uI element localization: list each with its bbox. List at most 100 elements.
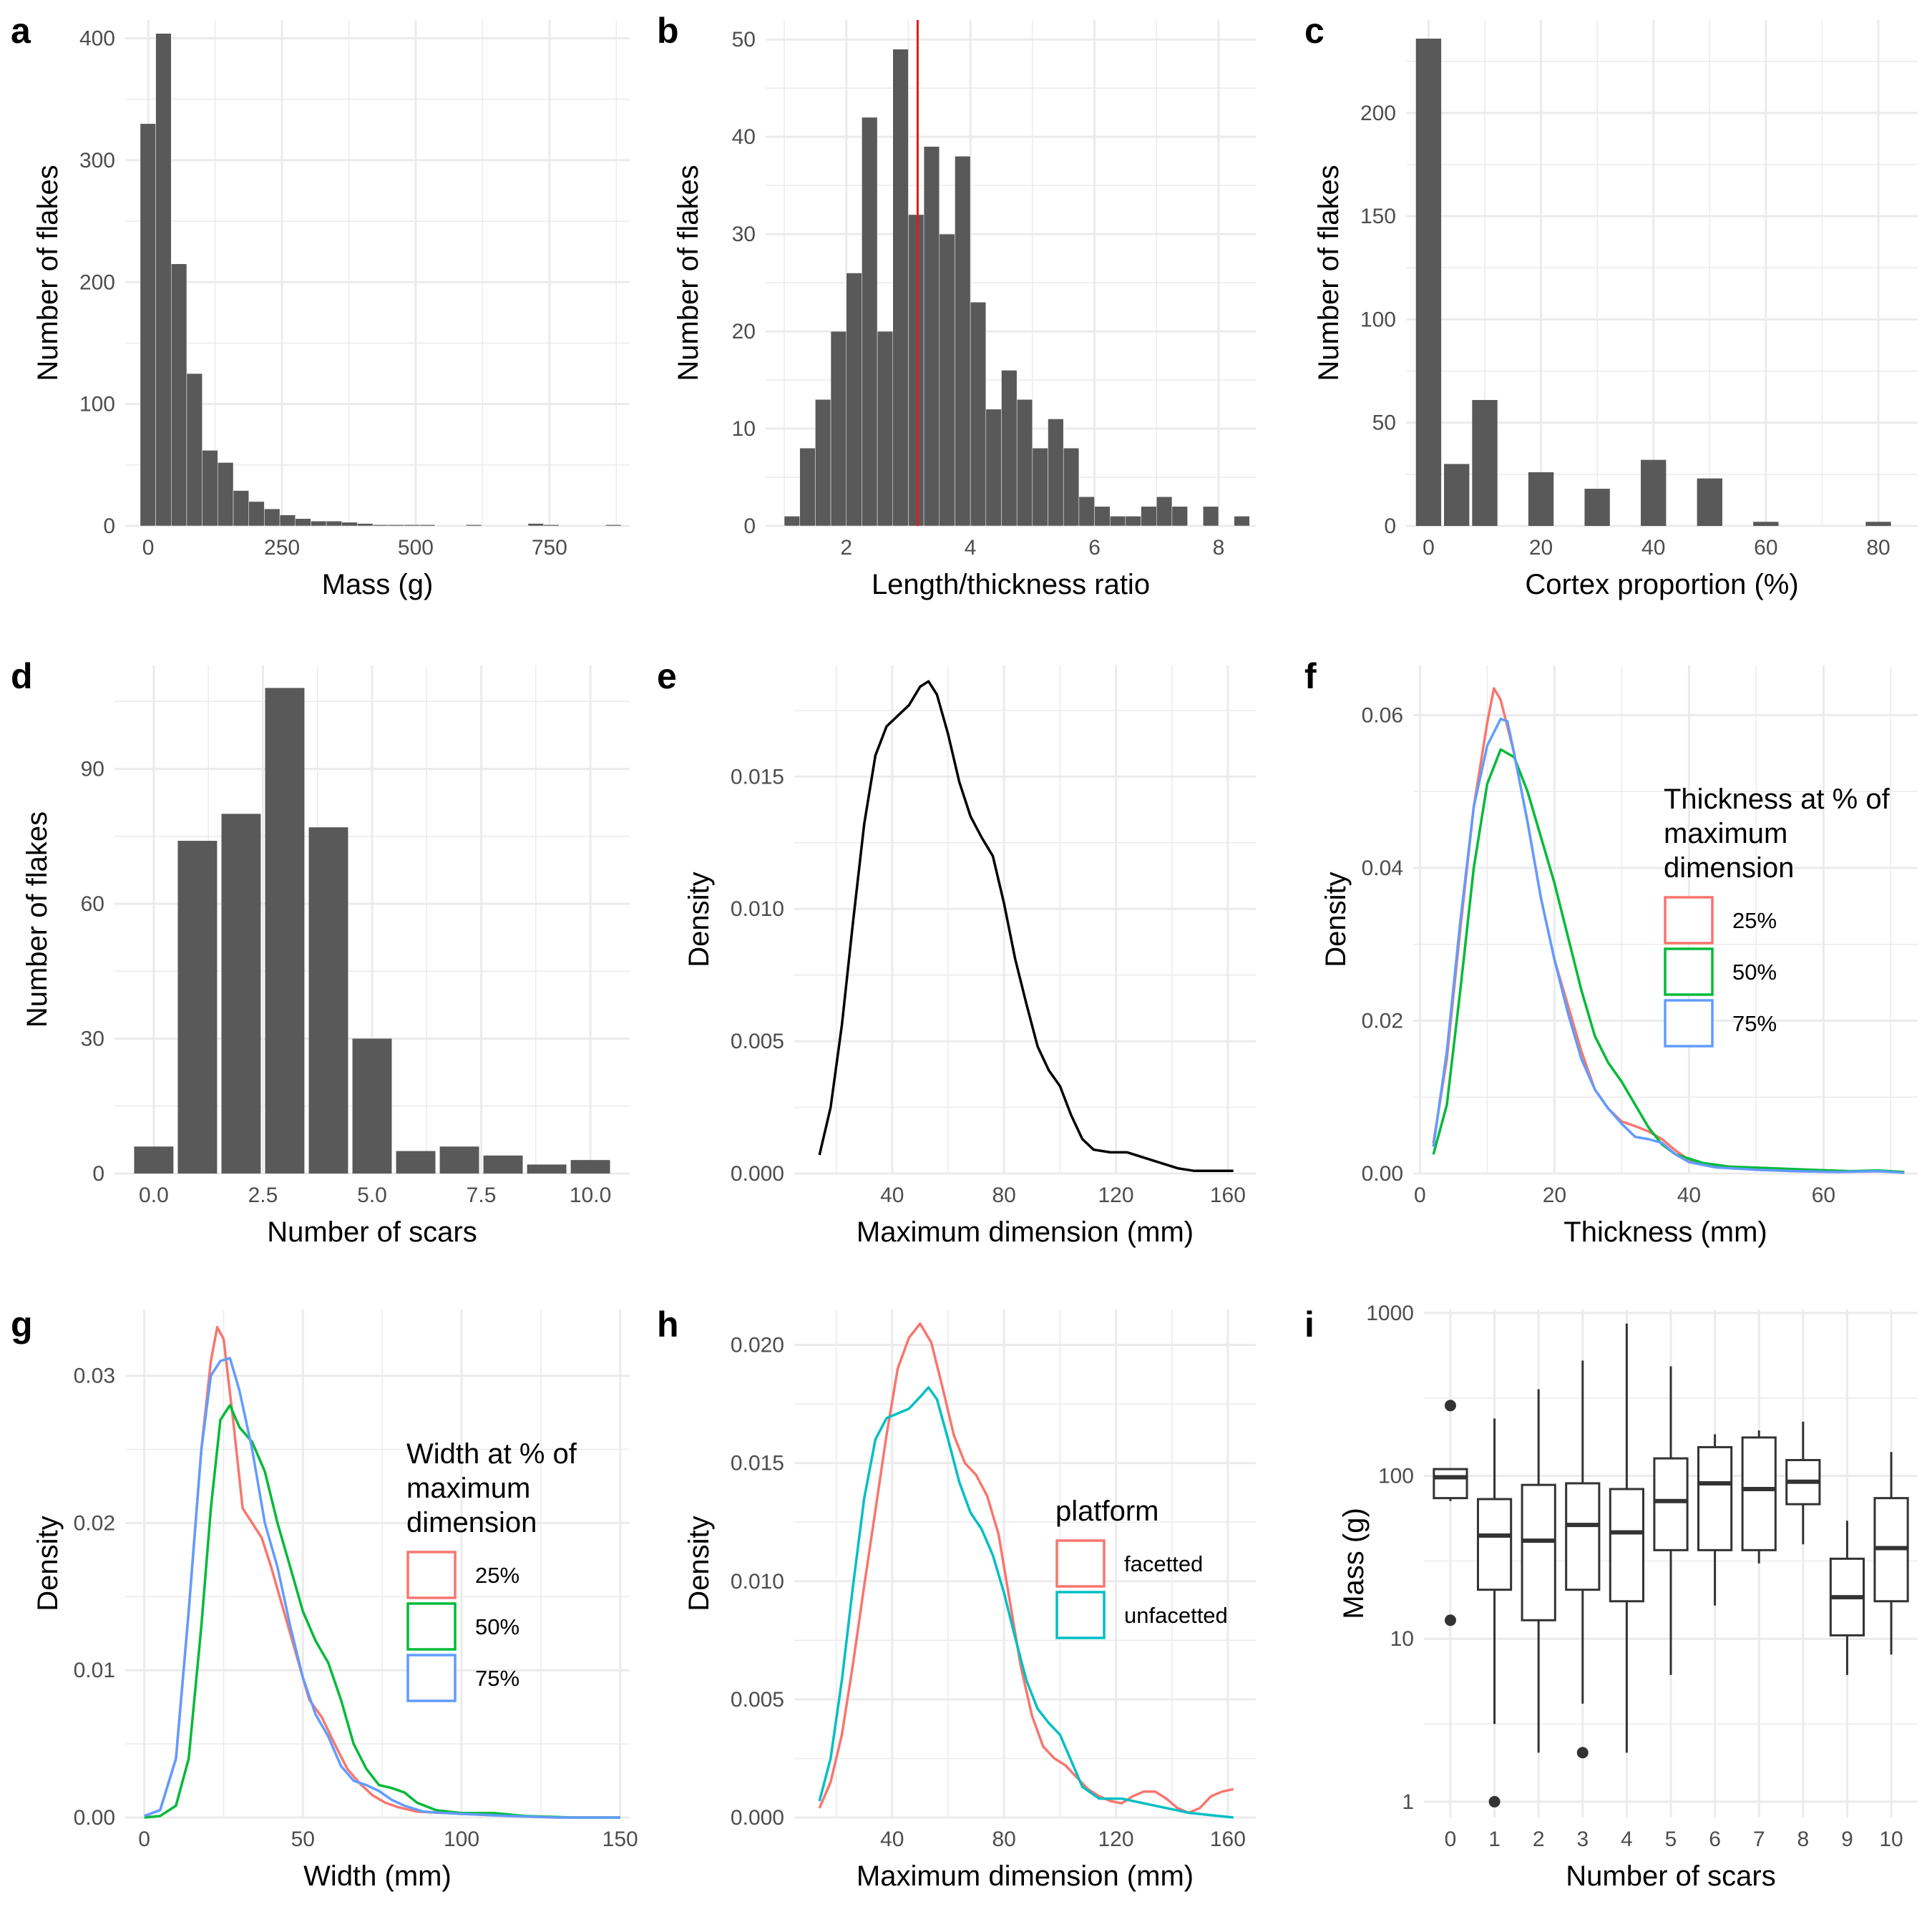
y-tick-label: 100 <box>1360 308 1396 331</box>
outlier-point <box>1444 1614 1456 1626</box>
histogram-bar <box>1125 516 1141 527</box>
bar <box>570 1160 610 1174</box>
histogram-bar <box>1016 399 1033 527</box>
legend-title: maximum <box>406 1473 530 1504</box>
y-tick-label: 0.01 <box>74 1659 115 1682</box>
histogram-bar <box>955 156 971 527</box>
y-axis-title: Number of flakes <box>1313 165 1345 381</box>
x-tick-label: 8 <box>1213 536 1225 560</box>
x-tick-label: 40 <box>880 1184 904 1207</box>
histogram-bar <box>799 447 816 527</box>
legend-label: 50% <box>475 1614 519 1639</box>
tick-labels: 0.0 2.5 5.0 7.5 10.0 0 30 60 90 <box>81 758 612 1207</box>
panel-h: 40 80 120 160 0.000 0.005 0.010 0.015 0.020 Maxim… <box>657 1304 1256 1892</box>
tick-labels: 0 250 500 750 0 100 200 300 400 <box>79 27 567 560</box>
bar <box>352 1038 392 1174</box>
x-tick-label: 5.0 <box>357 1184 387 1207</box>
y-tick-label: 300 <box>79 149 115 172</box>
x-tick-label: 1 <box>1488 1828 1501 1851</box>
outlier-point <box>1444 1400 1456 1412</box>
y-tick-label: 50 <box>732 28 756 52</box>
y-axis-title: Density <box>683 872 715 967</box>
bar <box>308 827 348 1174</box>
histogram-bar <box>527 523 544 527</box>
x-tick-label: 2 <box>1533 1828 1545 1851</box>
histogram-bar <box>465 525 482 527</box>
legend-key <box>406 1654 457 1702</box>
y-tick-label: 0.010 <box>731 897 784 921</box>
density-line-50pct <box>144 1404 620 1819</box>
boxplot-7 <box>1741 1430 1777 1563</box>
histogram-bar <box>892 49 909 527</box>
bar <box>1584 489 1610 526</box>
data-marks <box>818 1322 1234 1819</box>
outlier-point <box>1488 1795 1501 1807</box>
tick-labels: 0 20 40 60 0.00 0.02 0.04 0.06 <box>1362 703 1835 1207</box>
box <box>1697 1445 1733 1551</box>
x-axis-title: Maximum dimension (mm) <box>857 1860 1194 1892</box>
histogram-bar <box>830 331 847 527</box>
histogram-bar <box>186 373 203 527</box>
histogram-bar <box>846 273 862 527</box>
x-tick-label: 160 <box>1210 1184 1246 1207</box>
legend-key <box>1664 896 1714 945</box>
x-tick-label: 5 <box>1665 1828 1677 1851</box>
histogram-bar <box>1094 506 1111 527</box>
y-tick-label: 0.005 <box>731 1030 784 1053</box>
boxplot-4 <box>1609 1323 1644 1753</box>
box <box>1521 1483 1556 1621</box>
histogram-bar <box>1234 516 1250 527</box>
bar <box>396 1151 436 1174</box>
x-tick-label: 3 <box>1576 1828 1589 1851</box>
x-tick-label: 150 <box>602 1828 638 1851</box>
density-line-unfacetted <box>818 1386 1234 1819</box>
panel-e: 40 80 120 160 0.000 0.005 0.010 0.015 Maximum di… <box>657 656 1256 1248</box>
gridlines <box>125 1309 630 1819</box>
x-tick-label: 20 <box>1543 1184 1566 1207</box>
panel-label: i <box>1304 1304 1314 1345</box>
legend-title: Thickness at % of <box>1664 784 1890 815</box>
histogram-bar <box>388 525 404 527</box>
tick-labels: 0 20 40 60 80 0 50 100 150 200 <box>1360 102 1890 560</box>
y-tick-label: 1 <box>1402 1790 1414 1814</box>
y-tick-label: 200 <box>1360 102 1396 125</box>
x-tick-label: 40 <box>1677 1184 1701 1207</box>
panel-d: 0.0 2.5 5.0 7.5 10.0 0 30 60 90 Number of scars Nu… <box>11 656 630 1248</box>
x-tick-label: 80 <box>992 1828 1015 1851</box>
histogram-bar <box>605 525 622 527</box>
x-axis-title: Cortex proportion (%) <box>1525 569 1798 600</box>
y-axis-title: Density <box>32 1516 64 1611</box>
histogram-bar <box>311 520 327 527</box>
histogram-bar <box>908 214 924 527</box>
x-axis-title: Width (mm) <box>303 1860 452 1892</box>
legend-label: 75% <box>475 1666 519 1691</box>
y-tick-label: 0.02 <box>74 1511 115 1535</box>
y-tick-label: 200 <box>79 270 115 294</box>
legend-title: dimension <box>1664 852 1794 884</box>
histogram-bar <box>543 525 560 527</box>
gridlines <box>794 665 1256 1175</box>
legend-key <box>1055 1539 1106 1588</box>
x-tick-label: 120 <box>1098 1828 1134 1851</box>
density-line <box>818 680 1234 1173</box>
bar <box>527 1164 567 1174</box>
y-tick-label: 0.02 <box>1362 1009 1403 1033</box>
histogram-bar <box>419 525 436 527</box>
y-tick-label: 0.015 <box>731 1452 784 1475</box>
x-axis-title: Thickness (mm) <box>1563 1216 1767 1248</box>
legend-key <box>406 1602 457 1651</box>
data-marks <box>1415 38 1891 526</box>
boxplot-6 <box>1697 1434 1733 1606</box>
y-tick-label: 0 <box>743 514 756 538</box>
legend-title: Width at % of <box>406 1438 577 1470</box>
density-line-facetted <box>818 1322 1234 1815</box>
bar <box>1444 464 1470 526</box>
histogram-bar <box>1048 419 1064 527</box>
x-tick-label: 8 <box>1797 1828 1809 1851</box>
density-line-75pct <box>1432 717 1905 1174</box>
x-tick-label: 0.0 <box>139 1184 169 1207</box>
x-tick-label: 100 <box>444 1828 479 1851</box>
histogram-bar <box>404 525 420 527</box>
